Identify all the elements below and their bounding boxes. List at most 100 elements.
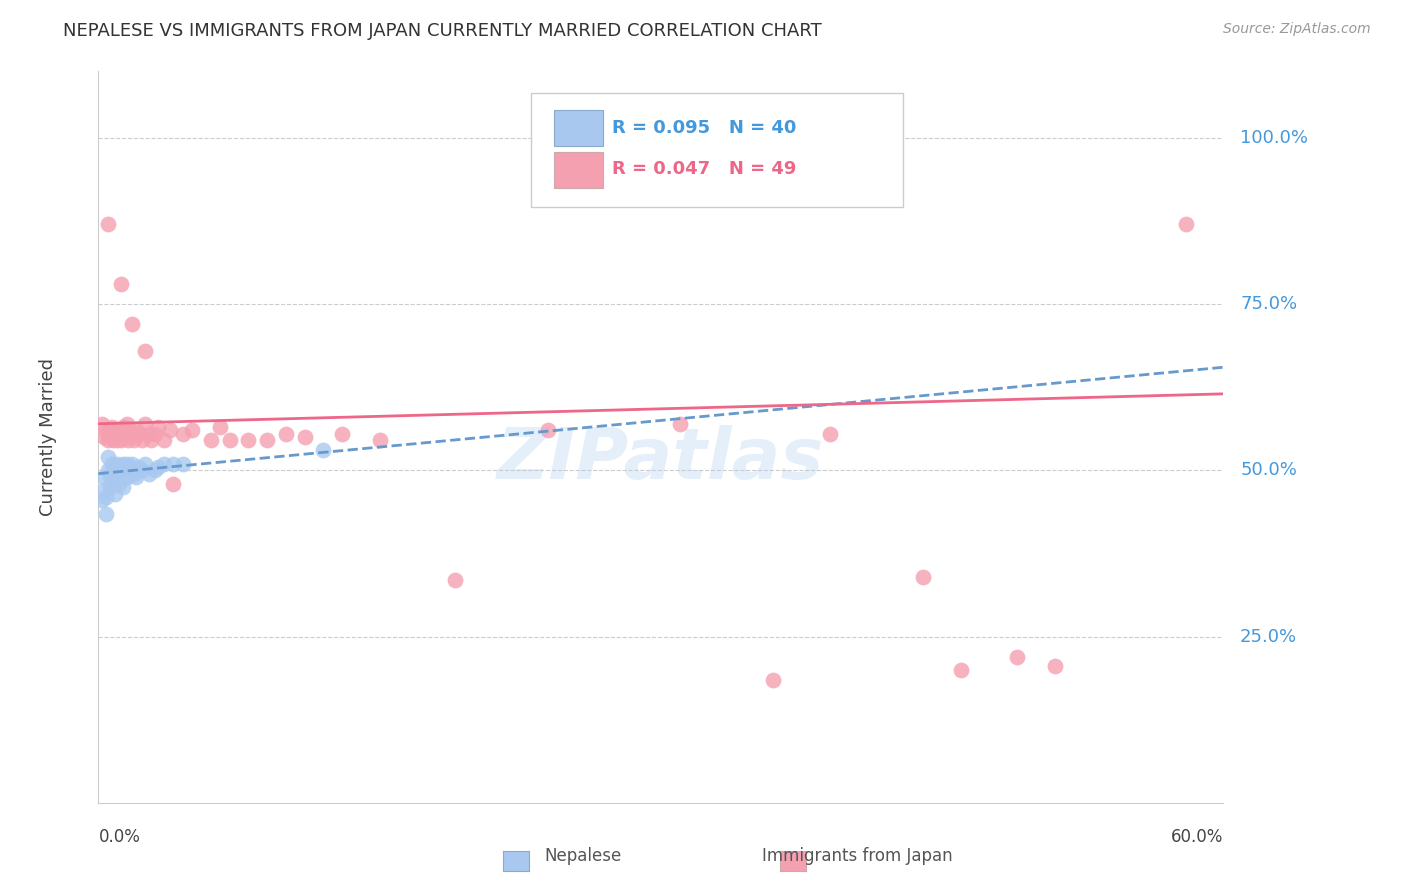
Point [181, 424, 204, 438]
Point [1005, 649, 1028, 664]
Point [1174, 217, 1197, 231]
Point [148, 420, 170, 434]
Text: 50.0%: 50.0% [1240, 461, 1296, 479]
Text: 25.0%: 25.0% [1240, 628, 1298, 646]
Point [93, 470, 115, 484]
Text: Nepalese: Nepalese [546, 847, 621, 865]
Point [294, 430, 316, 444]
Point [127, 460, 149, 475]
Point [131, 434, 153, 448]
Point [818, 426, 841, 441]
Point [537, 424, 560, 438]
Point [104, 486, 127, 500]
Point [114, 470, 136, 484]
Point [115, 417, 138, 431]
Point [114, 426, 136, 441]
Point [110, 434, 132, 448]
Text: 60.0%: 60.0% [1171, 829, 1223, 847]
Point [162, 457, 184, 471]
Point [134, 343, 156, 358]
Point [172, 457, 194, 471]
Point [104, 463, 127, 477]
Point [117, 460, 139, 475]
FancyBboxPatch shape [531, 94, 903, 207]
Point [111, 420, 134, 434]
Text: 100.0%: 100.0% [1240, 128, 1308, 147]
Point [104, 426, 127, 441]
Point [162, 476, 184, 491]
Text: Currently Married: Currently Married [39, 358, 56, 516]
Point [94, 424, 117, 438]
Point [98, 470, 121, 484]
Point [143, 426, 166, 441]
Point [110, 460, 132, 475]
Point [108, 426, 131, 441]
Point [97, 434, 120, 448]
Point [105, 434, 128, 448]
Point [110, 277, 132, 292]
Point [153, 434, 176, 448]
Point [172, 426, 194, 441]
Point [115, 470, 138, 484]
Point [949, 663, 972, 677]
Point [108, 476, 131, 491]
Point [134, 417, 156, 431]
Point [120, 463, 142, 477]
Point [97, 463, 120, 477]
Point [100, 457, 122, 471]
Point [330, 426, 353, 441]
Point [148, 460, 170, 475]
Point [159, 424, 181, 438]
Point [100, 467, 122, 481]
Point [103, 434, 125, 448]
Point [218, 434, 240, 448]
Point [121, 317, 143, 331]
Point [117, 434, 139, 448]
Point [125, 470, 148, 484]
Point [105, 424, 128, 438]
Point [111, 480, 134, 494]
Point [368, 434, 391, 448]
Point [97, 450, 120, 464]
Point [762, 673, 785, 687]
Point [97, 426, 120, 441]
FancyBboxPatch shape [554, 152, 603, 187]
Point [91, 493, 114, 508]
Point [110, 463, 132, 477]
Point [209, 420, 232, 434]
Point [138, 426, 160, 441]
Point [138, 467, 160, 481]
Point [93, 483, 115, 498]
Point [121, 457, 143, 471]
Point [153, 457, 176, 471]
Point [443, 573, 465, 587]
Point [238, 434, 260, 448]
Point [800, 157, 823, 171]
Text: Source: ZipAtlas.com: Source: ZipAtlas.com [1223, 22, 1371, 37]
Text: Immigrants from Japan: Immigrants from Japan [762, 847, 953, 865]
Point [1043, 659, 1066, 673]
Point [134, 457, 156, 471]
Point [94, 507, 117, 521]
Point [100, 430, 122, 444]
Point [103, 424, 125, 438]
Point [91, 417, 114, 431]
Point [200, 434, 222, 448]
Text: R = 0.095   N = 40: R = 0.095 N = 40 [613, 119, 797, 136]
Point [122, 434, 145, 448]
Point [103, 476, 125, 491]
Point [912, 570, 935, 584]
Point [100, 420, 122, 434]
Point [93, 430, 115, 444]
Point [312, 443, 335, 458]
Text: NEPALESE VS IMMIGRANTS FROM JAPAN CURRENTLY MARRIED CORRELATION CHART: NEPALESE VS IMMIGRANTS FROM JAPAN CURREN… [63, 22, 823, 40]
Point [120, 424, 142, 438]
Point [274, 426, 297, 441]
Point [97, 217, 120, 231]
Point [94, 490, 117, 504]
Point [98, 480, 121, 494]
Point [668, 417, 690, 431]
Point [115, 457, 138, 471]
Point [98, 424, 121, 438]
Text: 0.0%: 0.0% [98, 829, 141, 847]
